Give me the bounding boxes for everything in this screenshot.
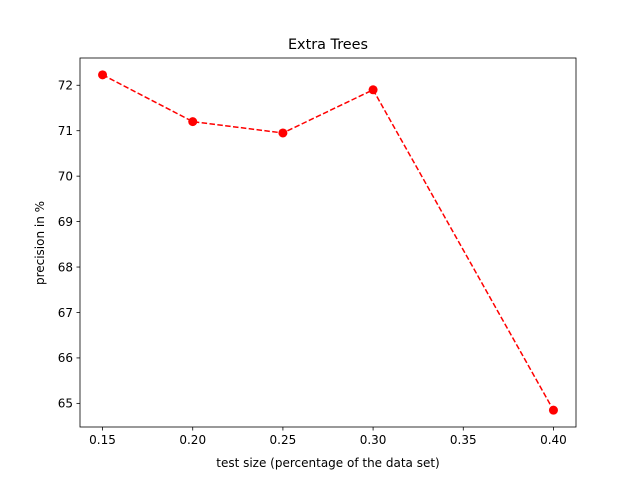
data-point — [98, 70, 108, 80]
y-tick-label: 65 — [58, 397, 73, 411]
x-tick-label: 0.15 — [89, 433, 116, 447]
y-tick-label: 72 — [58, 79, 73, 93]
data-point — [188, 117, 198, 127]
data-point — [548, 405, 558, 415]
y-tick-label: 70 — [58, 169, 73, 183]
y-tick-label: 71 — [58, 124, 73, 138]
y-axis-title: precision in % — [33, 201, 47, 285]
chart-title: Extra Trees — [288, 37, 368, 53]
x-tick-label: 0.20 — [179, 433, 206, 447]
plot-area: 0.15 0.20 0.25 0.30 0.35 0.40 65 66 67 68 69 70 71 72 — [58, 57, 577, 447]
axes-frame — [79, 57, 577, 428]
y-tick-label: 66 — [58, 351, 73, 365]
x-tick-label: 0.35 — [450, 433, 477, 447]
x-tick-label: 0.30 — [360, 433, 387, 447]
y-tick-label: 67 — [58, 306, 73, 320]
x-axis-title: test size (percentage of the data set) — [216, 456, 440, 470]
y-tick-label: 68 — [58, 260, 73, 274]
y-tick-label: 69 — [58, 215, 73, 229]
data-point — [278, 128, 288, 138]
data-point — [368, 85, 378, 95]
x-tick-label: 0.25 — [270, 433, 297, 447]
x-tick-label: 0.40 — [540, 433, 567, 447]
